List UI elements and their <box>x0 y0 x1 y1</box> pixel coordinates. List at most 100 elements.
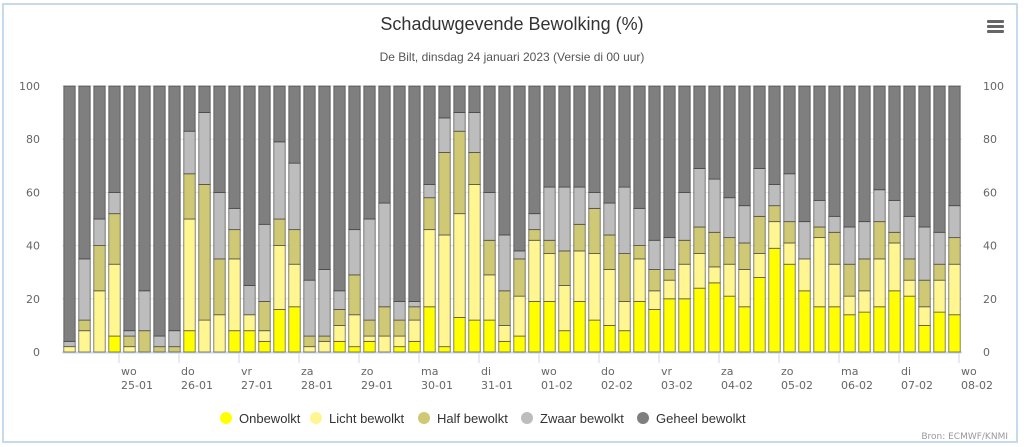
bar-segment-onbewolkt[interactable] <box>258 340 271 353</box>
bar-segment-half-bewolkt[interactable] <box>678 239 691 265</box>
bar-stack[interactable] <box>393 85 406 353</box>
bar-stack[interactable] <box>168 85 181 353</box>
bar-segment-zwaar-bewolkt[interactable] <box>273 141 286 220</box>
bar-segment-zwaar-bewolkt[interactable] <box>408 301 421 308</box>
bar-segment-licht-bewolkt[interactable] <box>348 314 361 348</box>
bar-stack[interactable] <box>738 85 751 353</box>
bar-segment-zwaar-bewolkt[interactable] <box>573 186 586 225</box>
bar-segment-geheel-bewolkt[interactable] <box>153 85 166 337</box>
bar-segment-licht-bewolkt[interactable] <box>288 263 301 308</box>
bar-segment-onbewolkt[interactable] <box>783 263 796 353</box>
bar-stack[interactable] <box>828 85 841 353</box>
bar-segment-half-bewolkt[interactable] <box>393 319 406 337</box>
bar-segment-licht-bewolkt[interactable] <box>933 279 946 313</box>
bar-segment-licht-bewolkt[interactable] <box>63 346 76 353</box>
bar-segment-half-bewolkt[interactable] <box>453 130 466 215</box>
bar-segment-geheel-bewolkt[interactable] <box>108 85 121 193</box>
bar-segment-geheel-bewolkt[interactable] <box>528 85 541 215</box>
bar-segment-onbewolkt[interactable] <box>933 311 946 353</box>
bar-segment-onbewolkt[interactable] <box>558 330 571 353</box>
bar-segment-licht-bewolkt[interactable] <box>648 290 661 310</box>
bar-segment-licht-bewolkt[interactable] <box>78 330 91 353</box>
bar-segment-geheel-bewolkt[interactable] <box>933 85 946 233</box>
bar-segment-onbewolkt[interactable] <box>183 330 196 353</box>
bar-segment-licht-bewolkt[interactable] <box>903 279 916 297</box>
hamburger-menu-icon[interactable] <box>984 16 1008 38</box>
bar-segment-half-bewolkt[interactable] <box>468 152 481 185</box>
bar-segment-zwaar-bewolkt[interactable] <box>603 202 616 236</box>
bar-segment-half-bewolkt[interactable] <box>603 234 616 270</box>
legend-item-zwaar-bewolkt[interactable]: Zwaar bewolkt <box>521 411 624 426</box>
bar-segment-zwaar-bewolkt[interactable] <box>933 231 946 265</box>
bar-stack[interactable] <box>153 85 166 353</box>
bar-segment-half-bewolkt[interactable] <box>573 223 586 252</box>
bar-segment-half-bewolkt[interactable] <box>918 279 931 308</box>
bar-segment-onbewolkt[interactable] <box>243 330 256 353</box>
bar-stack[interactable] <box>663 85 676 353</box>
bar-segment-geheel-bewolkt[interactable] <box>558 85 571 188</box>
bar-segment-zwaar-bewolkt[interactable] <box>513 250 526 260</box>
bar-segment-licht-bewolkt[interactable] <box>888 242 901 292</box>
bar-segment-zwaar-bewolkt[interactable] <box>663 237 676 270</box>
bar-segment-licht-bewolkt[interactable] <box>918 306 931 326</box>
bar-segment-geheel-bewolkt[interactable] <box>393 85 406 302</box>
bar-segment-geheel-bewolkt[interactable] <box>738 85 751 207</box>
bar-segment-half-bewolkt[interactable] <box>873 221 886 260</box>
bar-segment-licht-bewolkt[interactable] <box>393 335 406 348</box>
bar-segment-geheel-bewolkt[interactable] <box>513 85 526 252</box>
bar-segment-licht-bewolkt[interactable] <box>423 229 436 308</box>
bar-segment-geheel-bewolkt[interactable] <box>648 85 661 241</box>
bar-segment-zwaar-bewolkt[interactable] <box>483 191 496 241</box>
bar-segment-geheel-bewolkt[interactable] <box>663 85 676 239</box>
bar-segment-onbewolkt[interactable] <box>408 340 421 353</box>
bar-segment-zwaar-bewolkt[interactable] <box>243 285 256 316</box>
bar-stack[interactable] <box>78 85 91 353</box>
bar-stack[interactable] <box>228 85 241 353</box>
bar-segment-geheel-bewolkt[interactable] <box>138 85 151 292</box>
bar-segment-onbewolkt[interactable] <box>483 319 496 353</box>
bar-segment-licht-bewolkt[interactable] <box>363 335 376 342</box>
bar-segment-half-bewolkt[interactable] <box>648 269 661 292</box>
bar-stack[interactable] <box>63 85 76 353</box>
bar-segment-half-bewolkt[interactable] <box>228 229 241 260</box>
bar-segment-half-bewolkt[interactable] <box>408 306 421 321</box>
bar-segment-geheel-bewolkt[interactable] <box>858 85 871 223</box>
bar-segment-half-bewolkt[interactable] <box>333 309 346 326</box>
bar-segment-geheel-bewolkt[interactable] <box>273 85 286 143</box>
bar-stack[interactable] <box>333 85 346 353</box>
bar-stack[interactable] <box>213 85 226 353</box>
bar-segment-licht-bewolkt[interactable] <box>213 314 226 353</box>
bar-segment-half-bewolkt[interactable] <box>768 205 781 223</box>
bar-segment-onbewolkt[interactable] <box>513 335 526 353</box>
legend-item-licht-bewolkt[interactable]: Licht bewolkt <box>310 411 405 426</box>
bar-segment-half-bewolkt[interactable] <box>513 258 526 297</box>
bar-segment-geheel-bewolkt[interactable] <box>63 85 76 342</box>
bar-segment-geheel-bewolkt[interactable] <box>753 85 766 169</box>
bar-segment-licht-bewolkt[interactable] <box>408 319 421 342</box>
bar-segment-half-bewolkt[interactable] <box>348 274 361 316</box>
bar-segment-zwaar-bewolkt[interactable] <box>558 186 571 252</box>
bar-stack[interactable] <box>783 85 796 353</box>
bar-segment-onbewolkt[interactable] <box>273 309 286 353</box>
bar-stack[interactable] <box>408 85 421 353</box>
bar-segment-licht-bewolkt[interactable] <box>228 258 241 332</box>
bar-segment-zwaar-bewolkt[interactable] <box>333 290 346 310</box>
bar-segment-zwaar-bewolkt[interactable] <box>618 186 631 254</box>
bar-segment-licht-bewolkt[interactable] <box>183 218 196 332</box>
bar-stack[interactable] <box>243 85 256 353</box>
bar-segment-zwaar-bewolkt[interactable] <box>813 199 826 228</box>
bar-segment-geheel-bewolkt[interactable] <box>438 85 451 119</box>
bar-segment-half-bewolkt[interactable] <box>213 258 226 316</box>
bar-segment-geheel-bewolkt[interactable] <box>498 85 511 236</box>
bar-segment-licht-bewolkt[interactable] <box>948 263 961 316</box>
bar-segment-geheel-bewolkt[interactable] <box>183 85 196 132</box>
bar-stack[interactable] <box>183 85 196 353</box>
bar-segment-licht-bewolkt[interactable] <box>678 263 691 300</box>
bar-stack[interactable] <box>633 85 646 353</box>
bar-segment-onbewolkt[interactable] <box>228 330 241 353</box>
bar-segment-half-bewolkt[interactable] <box>543 239 556 254</box>
bar-segment-zwaar-bewolkt[interactable] <box>198 112 211 185</box>
bar-segment-geheel-bewolkt[interactable] <box>828 85 841 217</box>
bar-stack[interactable] <box>423 85 436 353</box>
bar-segment-licht-bewolkt[interactable] <box>453 213 466 318</box>
